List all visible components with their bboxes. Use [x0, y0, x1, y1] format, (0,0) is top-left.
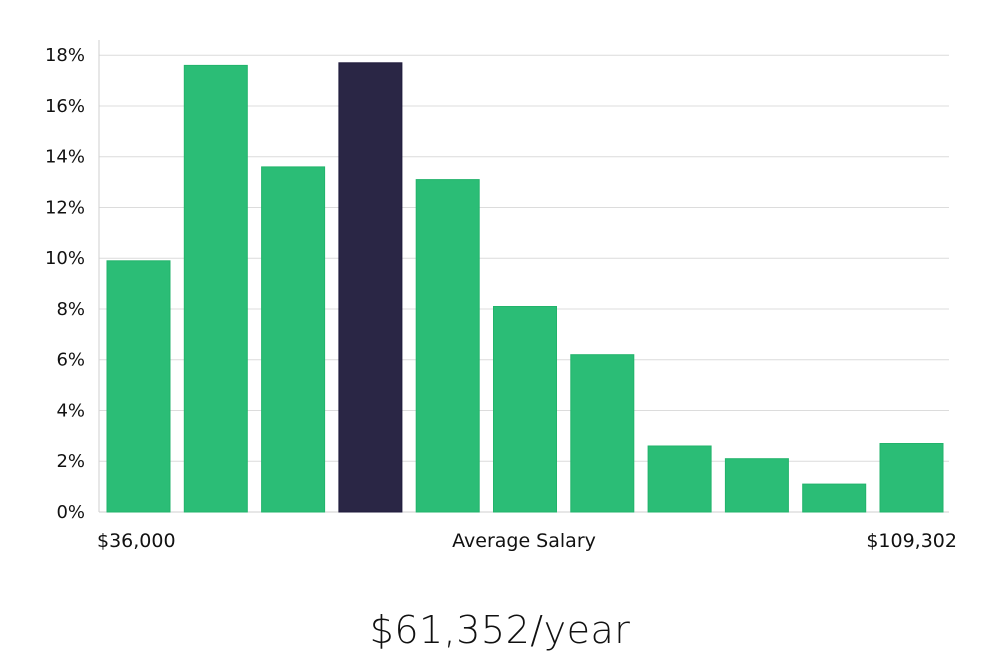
y-tick-label: 10% [45, 248, 85, 269]
y-tick-label: 0% [56, 502, 85, 523]
bar [802, 483, 867, 513]
bar [106, 260, 171, 513]
y-tick-label: 12% [45, 197, 85, 218]
y-axis-tick-labels: 0% 2% 4% 6% 8% 10% 12% 14% 16% 18% [45, 45, 85, 523]
bar [879, 443, 944, 513]
y-tick-label: 6% [56, 350, 85, 371]
y-tick-label: 8% [56, 299, 85, 320]
y-tick-label: 14% [45, 147, 85, 168]
bar [183, 64, 248, 513]
y-tick-label: 2% [56, 451, 85, 472]
bar [724, 458, 789, 513]
x-max-label: $109,302 [866, 530, 957, 552]
x-min-label: $36,000 [97, 530, 176, 552]
bar [261, 166, 326, 513]
bar [415, 179, 480, 513]
y-tick-label: 4% [56, 400, 85, 421]
bar [493, 306, 557, 513]
y-tick-label: 16% [45, 96, 85, 117]
bar [647, 445, 712, 513]
bar-highlighted [338, 62, 403, 513]
y-tick-label: 18% [45, 45, 85, 66]
bars [106, 62, 944, 513]
salary-histogram: 0% 2% 4% 6% 8% 10% 12% 14% 16% 18% $36,000 Averag… [45, 40, 957, 552]
bar [570, 354, 635, 513]
x-axis-label: Average Salary [452, 530, 596, 552]
average-salary-value: $61,352/year [369, 608, 631, 652]
